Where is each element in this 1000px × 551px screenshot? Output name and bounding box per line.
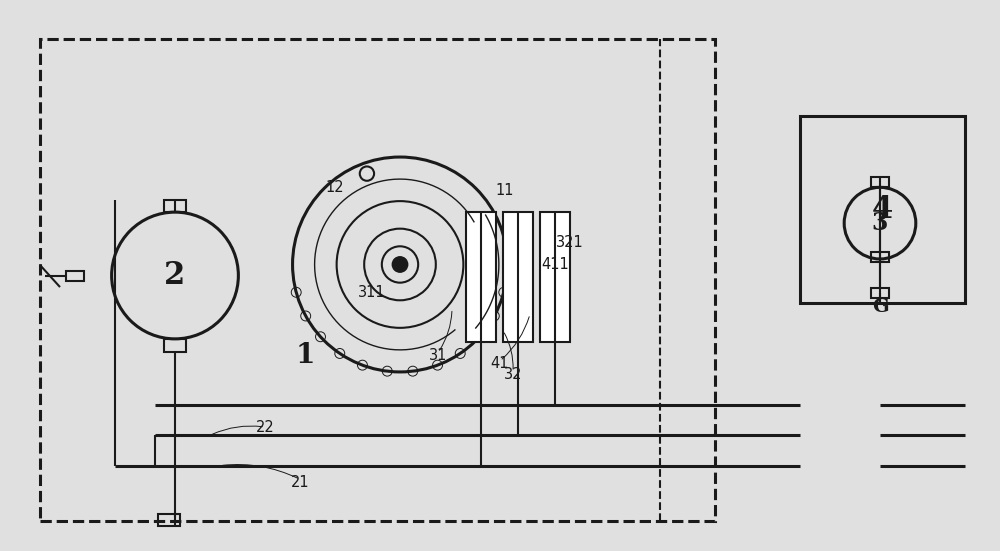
Text: 41: 41 [491,356,509,371]
Text: 311: 311 [358,284,386,300]
Text: 32: 32 [504,367,522,382]
Bar [871,252,889,262]
Text: 21: 21 [291,474,309,490]
Text: 2: 2 [164,260,186,291]
Text: G: G [872,298,888,316]
Bar [871,288,889,298]
Text: 22: 22 [256,419,274,435]
Text: 11: 11 [496,182,514,198]
Text: 12: 12 [326,180,344,195]
Bar [40,39,715,521]
Bar [503,212,533,342]
Circle shape [392,257,408,272]
Bar [540,212,570,342]
Bar [164,200,186,212]
Bar [800,116,965,303]
Text: 3: 3 [872,211,888,235]
Text: 411: 411 [541,257,569,272]
Bar [164,339,186,352]
Bar [158,514,180,526]
Bar [466,212,496,342]
Text: 321: 321 [556,235,584,250]
Text: 1: 1 [295,342,315,369]
Bar [871,177,889,187]
Text: 31: 31 [429,348,447,363]
Text: 4: 4 [871,194,893,225]
Bar [66,271,84,281]
